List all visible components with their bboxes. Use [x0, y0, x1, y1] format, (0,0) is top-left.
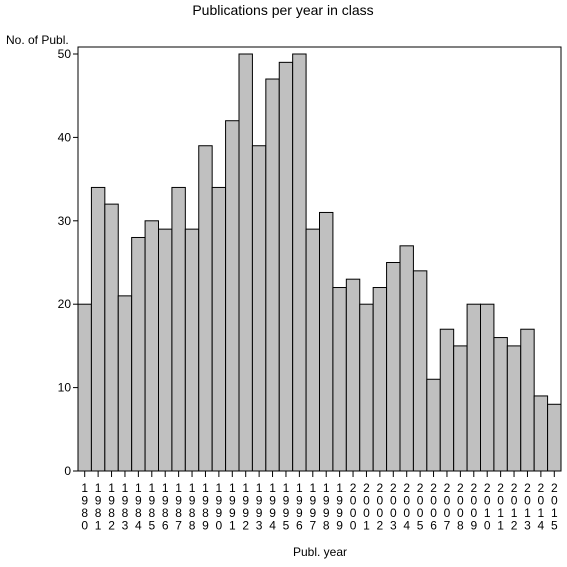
bar-2007 — [439, 328, 455, 472]
bar-2003 — [386, 262, 401, 472]
bar-2008 — [453, 345, 468, 472]
bar-1982 — [104, 203, 119, 472]
y-axis-label: No. of Publ. — [6, 33, 69, 47]
bar-1981 — [90, 186, 106, 472]
bar-1996 — [292, 53, 307, 472]
bar-1985 — [144, 220, 159, 472]
bar-1995 — [278, 61, 294, 472]
y-tick-label: 40 — [58, 130, 72, 144]
y-tick-label: 20 — [58, 297, 72, 311]
plot-frame — [77, 46, 562, 472]
bar-1980 — [77, 303, 92, 472]
bar-1983 — [117, 295, 133, 472]
bar-1997 — [305, 228, 321, 472]
y-axis: 0 10 20 30 40 50 — [58, 47, 78, 478]
bar-2000 — [345, 278, 361, 472]
bars-group — [77, 53, 562, 472]
y-tick-label: 0 — [64, 464, 71, 478]
bar-1999 — [332, 287, 347, 472]
y-tick-label: 10 — [58, 381, 72, 395]
bar-2004 — [399, 245, 414, 472]
bar-1984 — [131, 236, 146, 472]
bar-2013 — [520, 328, 535, 472]
y-tick-label: 50 — [58, 47, 72, 61]
bar-1993 — [251, 145, 267, 472]
bar-1992 — [238, 53, 253, 472]
bar-2014 — [533, 395, 549, 472]
bar-1991 — [225, 120, 240, 472]
bar-2012 — [506, 345, 522, 472]
bar-2001 — [359, 303, 374, 472]
x-axis-label: Publ. year — [293, 545, 347, 559]
bar-2015 — [547, 403, 562, 472]
bar-1986 — [158, 228, 173, 472]
bar-2006 — [426, 378, 441, 472]
bar-1994 — [265, 78, 280, 472]
bar-2005 — [412, 270, 428, 472]
bar-2011 — [493, 337, 508, 472]
bar-1990 — [211, 186, 227, 472]
bar-1987 — [171, 186, 186, 472]
y-tick-label: 30 — [58, 214, 72, 228]
x-axis: 1 9 8 0 1 9 8 1 1 9 8 2 1 9 8 3 1 9 8 4 1 9 8 5 1 9 8 6 1 9 8 7 1 9 8 8 1 9 8 9… — [81, 471, 558, 533]
bar-2009 — [466, 303, 482, 472]
chart-title: Publications per year in class — [192, 2, 373, 18]
bar-1998 — [319, 211, 334, 472]
bar-1989 — [198, 145, 213, 472]
bar-2002 — [372, 287, 388, 472]
bar-2010 — [480, 303, 495, 472]
bar-1988 — [184, 228, 200, 472]
